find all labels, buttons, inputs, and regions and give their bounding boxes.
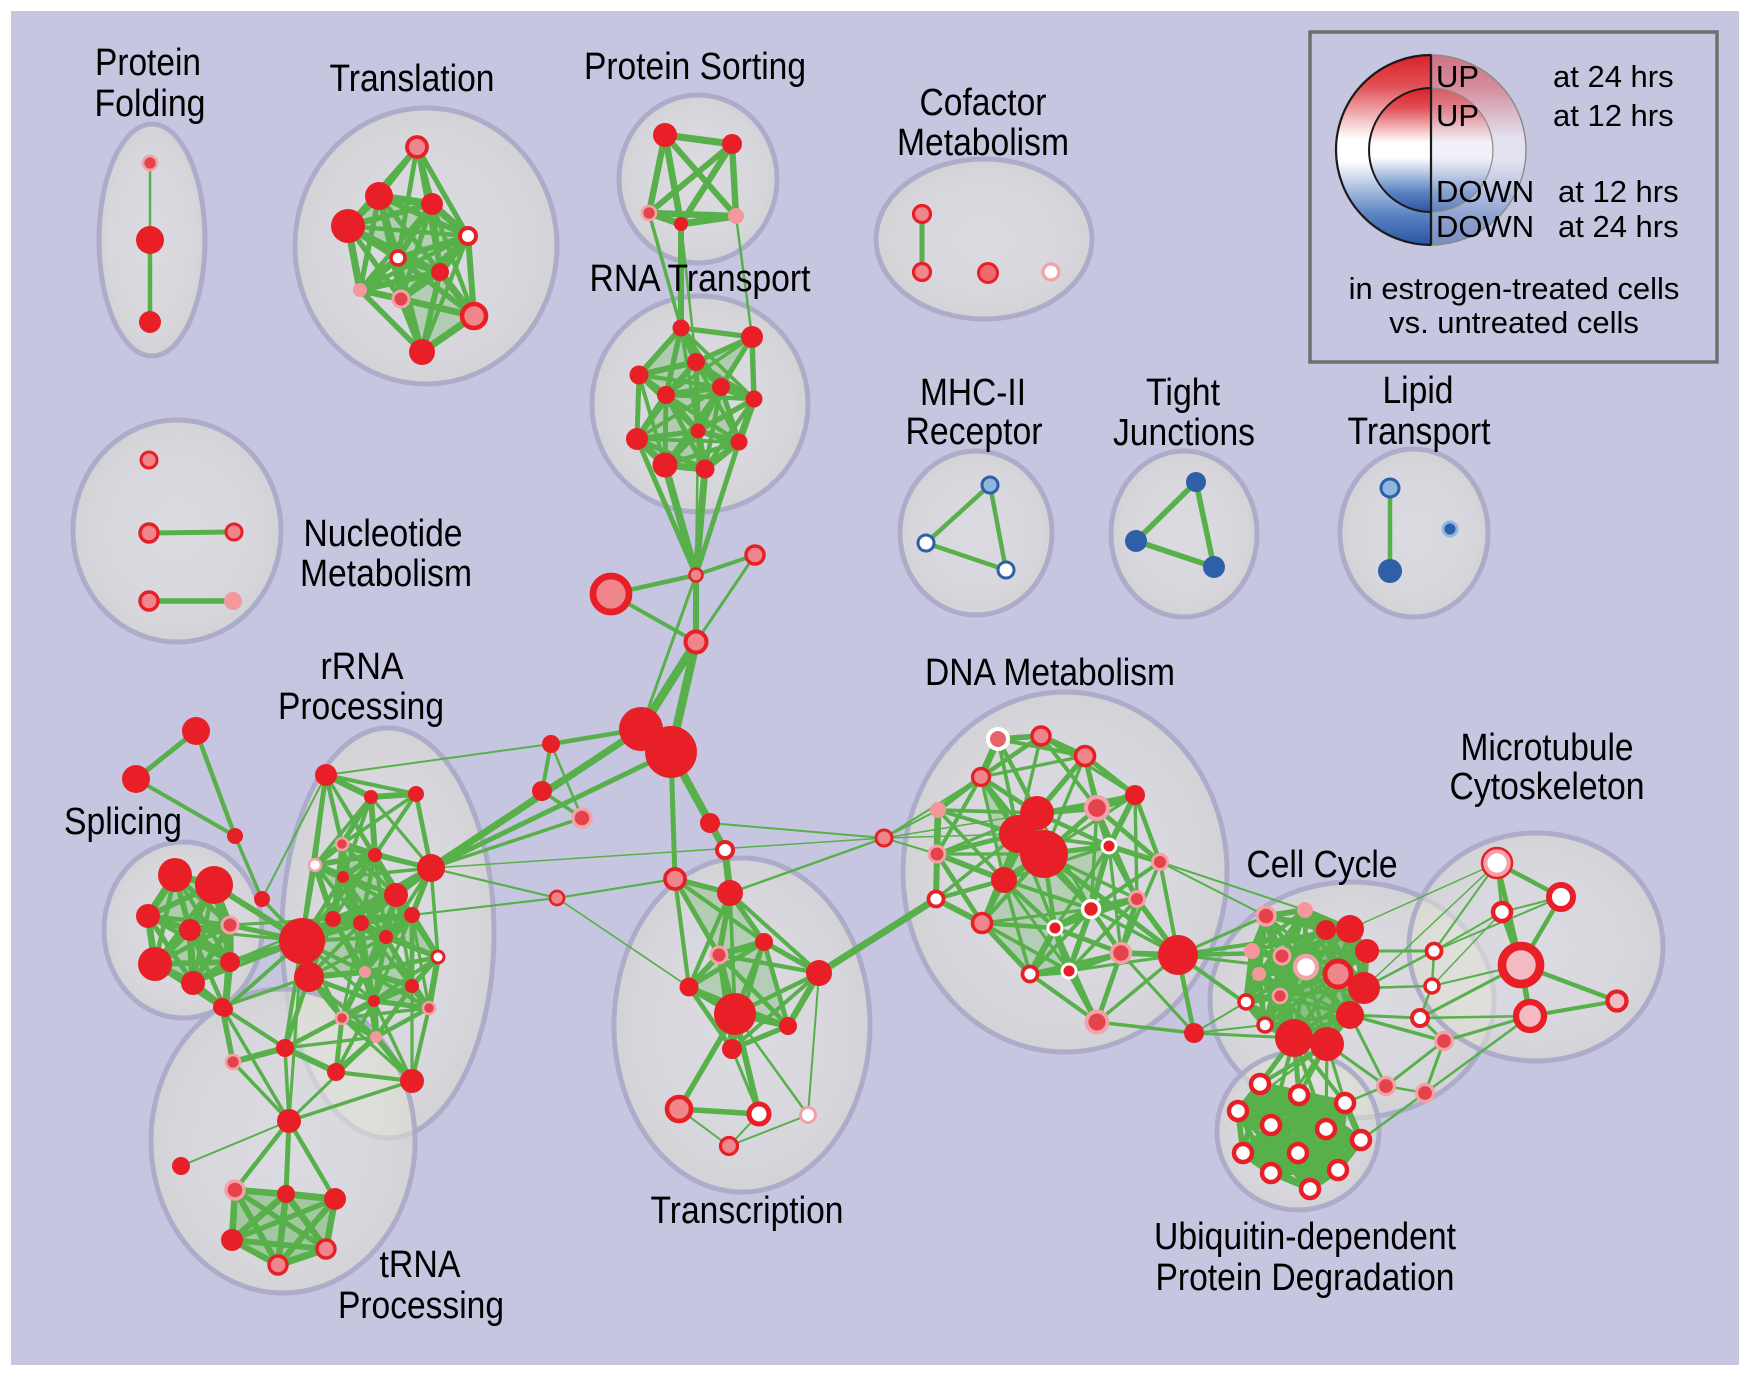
svg-text:in estrogen-treated cells: in estrogen-treated cells [1349,271,1680,306]
svg-text:UP: UP [1436,59,1479,94]
svg-text:DNA Metabolism: DNA Metabolism [925,652,1175,694]
svg-text:Folding: Folding [95,83,206,125]
svg-text:Receptor: Receptor [906,411,1043,453]
svg-text:DOWN: DOWN [1436,209,1534,244]
svg-text:Transcription: Transcription [651,1190,844,1232]
svg-text:Microtubule: Microtubule [1461,727,1634,769]
svg-text:at 24 hrs: at 24 hrs [1553,59,1674,94]
svg-text:at 12 hrs: at 12 hrs [1553,98,1674,133]
svg-text:Protein Sorting: Protein Sorting [584,46,806,88]
svg-text:Cell Cycle: Cell Cycle [1247,844,1398,886]
svg-text:Nucleotide: Nucleotide [304,513,463,555]
svg-text:tRNA: tRNA [380,1244,462,1286]
svg-text:DOWN: DOWN [1436,174,1534,209]
svg-text:Metabolism: Metabolism [300,553,472,595]
svg-text:vs. untreated cells: vs. untreated cells [1389,305,1639,340]
svg-text:at 24 hrs: at 24 hrs [1558,209,1679,244]
svg-text:Transport: Transport [1348,411,1491,453]
svg-text:Lipid: Lipid [1383,370,1454,412]
svg-text:Protein: Protein [95,42,201,84]
svg-text:MHC-II: MHC-II [920,372,1026,414]
svg-text:Tight: Tight [1146,372,1220,414]
svg-text:at 12 hrs: at 12 hrs [1558,174,1679,209]
svg-text:Splicing: Splicing [64,801,182,843]
svg-text:rRNA: rRNA [321,646,405,688]
svg-text:Translation: Translation [330,58,495,100]
svg-text:UP: UP [1436,98,1479,133]
svg-text:Junctions: Junctions [1113,412,1255,454]
svg-text:Processing: Processing [338,1285,504,1327]
svg-text:Cytoskeleton: Cytoskeleton [1450,766,1645,808]
svg-text:Ubiquitin-dependent: Ubiquitin-dependent [1154,1216,1456,1258]
svg-text:Protein Degradation: Protein Degradation [1156,1257,1455,1299]
svg-text:Cofactor: Cofactor [920,82,1047,124]
svg-text:Processing: Processing [278,686,444,728]
svg-text:Metabolism: Metabolism [897,122,1069,164]
svg-text:RNA Transport: RNA Transport [590,258,811,300]
